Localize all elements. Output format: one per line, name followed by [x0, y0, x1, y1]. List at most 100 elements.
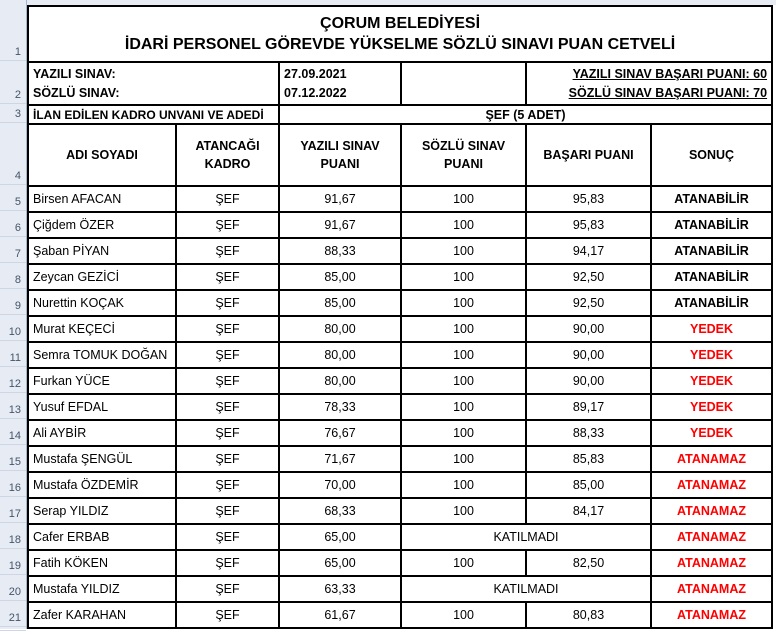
row-header[interactable]: 14 [0, 419, 26, 445]
exam-dates-cell[interactable]: 27.09.2021 07.12.2022 [278, 61, 402, 106]
cell-sonuc[interactable]: YEDEK [649, 367, 774, 395]
cell-atancagi-kadro[interactable]: ŞEF [175, 445, 280, 473]
cell-adi-soyadi[interactable]: Semra TOMUK DOĞAN [27, 341, 177, 369]
row-header[interactable]: 8 [0, 263, 26, 289]
cell-sozlu-sinav-puani[interactable]: 100 [400, 367, 527, 395]
cell-sonuc[interactable]: ATANAMAZ [649, 445, 774, 473]
row-header[interactable]: 16 [0, 471, 26, 497]
header-adi-soyadi[interactable]: ADI SOYADI [27, 123, 177, 187]
cell-adi-soyadi[interactable]: Furkan YÜCE [27, 367, 177, 395]
cell-sonuc[interactable]: ATANAMAZ [649, 497, 774, 525]
cell-sonuc[interactable]: ATANABİLİR [649, 237, 774, 265]
cell-yazili-sinav-puani[interactable]: 85,00 [278, 289, 402, 317]
cell-adi-soyadi[interactable]: Ali AYBİR [27, 419, 177, 447]
cell-katilmadi[interactable]: KATILMADI [400, 575, 652, 603]
cell-sozlu-sinav-puani[interactable]: 100 [400, 445, 527, 473]
cell-sonuc[interactable]: ATANABİLİR [649, 185, 774, 213]
header-sonuc[interactable]: SONUÇ [649, 123, 774, 187]
cell-basari-puani[interactable]: 90,00 [525, 341, 652, 369]
cell-adi-soyadi[interactable]: Yusuf EFDAL [27, 393, 177, 421]
cell-yazili-sinav-puani[interactable]: 65,00 [278, 523, 402, 551]
cell-basari-puani[interactable]: 80,83 [525, 601, 652, 629]
cell-basari-puani[interactable]: 95,83 [525, 185, 652, 213]
header-sozlu-sinav-puani[interactable]: SÖZLÜ SINAV PUANI [400, 123, 527, 187]
row-header[interactable] [0, 627, 26, 631]
cell-adi-soyadi[interactable]: Mustafa ŞENGÜL [27, 445, 177, 473]
cell-basari-puani[interactable]: 90,00 [525, 315, 652, 343]
cell-yazili-sinav-puani[interactable]: 76,67 [278, 419, 402, 447]
cell-sozlu-sinav-puani[interactable]: 100 [400, 419, 527, 447]
pass-scores-cell[interactable]: YAZILI SINAV BAŞARI PUANI: 60 SÖZLÜ SINA… [524, 61, 774, 106]
cell-yazili-sinav-puani[interactable]: 91,67 [278, 185, 402, 213]
header-basari-puani[interactable]: BAŞARI PUANI [525, 123, 652, 187]
cell-sozlu-sinav-puani[interactable]: 100 [400, 263, 527, 291]
cell-atancagi-kadro[interactable]: ŞEF [175, 289, 280, 317]
cell-sonuc[interactable]: YEDEK [649, 315, 774, 343]
cell-sonuc[interactable]: ATANABİLİR [649, 263, 774, 291]
cell-sonuc[interactable]: YEDEK [649, 393, 774, 421]
row-header[interactable]: 9 [0, 289, 26, 315]
cell-atancagi-kadro[interactable]: ŞEF [175, 549, 280, 577]
cell-sonuc[interactable]: ATANAMAZ [649, 471, 774, 499]
title-cell[interactable]: ÇORUM BELEDİYESİ İDARİ PERSONEL GÖREVDE … [26, 5, 774, 63]
cell-basari-puani[interactable]: 95,83 [525, 211, 652, 239]
cell-adi-soyadi[interactable]: Murat KEÇECİ [27, 315, 177, 343]
cell-basari-puani[interactable]: 84,17 [525, 497, 652, 525]
cell-yazili-sinav-puani[interactable]: 80,00 [278, 367, 402, 395]
exam-labels-cell[interactable]: YAZILI SINAV: SÖZLÜ SINAV: [27, 61, 280, 106]
cell-basari-puani[interactable]: 82,50 [525, 549, 652, 577]
empty-cell[interactable] [400, 61, 527, 106]
cell-adi-soyadi[interactable]: Çiğdem ÖZER [27, 211, 177, 239]
cell-atancagi-kadro[interactable]: ŞEF [175, 601, 280, 629]
cell-adi-soyadi[interactable]: Cafer ERBAB [27, 523, 177, 551]
cell-basari-puani[interactable]: 89,17 [525, 393, 652, 421]
row-header[interactable]: 1 [0, 5, 26, 61]
row-header[interactable]: 7 [0, 237, 26, 263]
cell-atancagi-kadro[interactable]: ŞEF [175, 263, 280, 291]
cell-yazili-sinav-puani[interactable]: 61,67 [278, 601, 402, 629]
row-header[interactable]: 21 [0, 601, 26, 627]
kadro-value-cell[interactable]: ŞEF (5 ADET) [277, 104, 774, 125]
cell-sonuc[interactable]: YEDEK [649, 341, 774, 369]
cell-basari-puani[interactable]: 90,00 [525, 367, 652, 395]
cell-sozlu-sinav-puani[interactable]: 100 [400, 185, 527, 213]
cell-sozlu-sinav-puani[interactable]: 100 [400, 289, 527, 317]
cell-atancagi-kadro[interactable]: ŞEF [175, 523, 280, 551]
cell-atancagi-kadro[interactable]: ŞEF [175, 341, 280, 369]
cell-yazili-sinav-puani[interactable]: 80,00 [278, 341, 402, 369]
cell-yazili-sinav-puani[interactable]: 68,33 [278, 497, 402, 525]
cell-sozlu-sinav-puani[interactable]: 100 [400, 471, 527, 499]
cell-atancagi-kadro[interactable]: ŞEF [175, 419, 280, 447]
cell-yazili-sinav-puani[interactable]: 91,67 [278, 211, 402, 239]
cell-sonuc[interactable]: ATANAMAZ [649, 575, 774, 603]
row-header[interactable]: 4 [0, 123, 26, 185]
row-header[interactable]: 2 [0, 61, 26, 104]
cell-adi-soyadi[interactable]: Birsen AFACAN [27, 185, 177, 213]
header-yazili-sinav-puani[interactable]: YAZILI SINAV PUANI [278, 123, 402, 187]
cell-yazili-sinav-puani[interactable]: 63,33 [278, 575, 402, 603]
cell-basari-puani[interactable]: 85,00 [525, 471, 652, 499]
cell-basari-puani[interactable]: 94,17 [525, 237, 652, 265]
cell-sozlu-sinav-puani[interactable]: 100 [400, 549, 527, 577]
cell-atancagi-kadro[interactable]: ŞEF [175, 211, 280, 239]
cell-sozlu-sinav-puani[interactable]: 100 [400, 497, 527, 525]
cell-atancagi-kadro[interactable]: ŞEF [175, 393, 280, 421]
cell-yazili-sinav-puani[interactable]: 70,00 [278, 471, 402, 499]
row-header[interactable]: 13 [0, 393, 26, 419]
cell-atancagi-kadro[interactable]: ŞEF [175, 315, 280, 343]
row-header[interactable]: 5 [0, 185, 26, 211]
cell-adi-soyadi[interactable]: Fatih KÖKEN [27, 549, 177, 577]
cell-adi-soyadi[interactable]: Zeycan GEZİCİ [27, 263, 177, 291]
cell-sozlu-sinav-puani[interactable]: 100 [400, 237, 527, 265]
cell-adi-soyadi[interactable]: Mustafa YILDIZ [27, 575, 177, 603]
cell-atancagi-kadro[interactable]: ŞEF [175, 185, 280, 213]
row-header[interactable]: 15 [0, 445, 26, 471]
row-header[interactable]: 11 [0, 341, 26, 367]
cell-yazili-sinav-puani[interactable]: 65,00 [278, 549, 402, 577]
cell-atancagi-kadro[interactable]: ŞEF [175, 237, 280, 265]
row-header[interactable]: 10 [0, 315, 26, 341]
cell-sozlu-sinav-puani[interactable]: 100 [400, 341, 527, 369]
cell-basari-puani[interactable]: 92,50 [525, 289, 652, 317]
cell-yazili-sinav-puani[interactable]: 78,33 [278, 393, 402, 421]
cell-sozlu-sinav-puani[interactable]: 100 [400, 211, 527, 239]
